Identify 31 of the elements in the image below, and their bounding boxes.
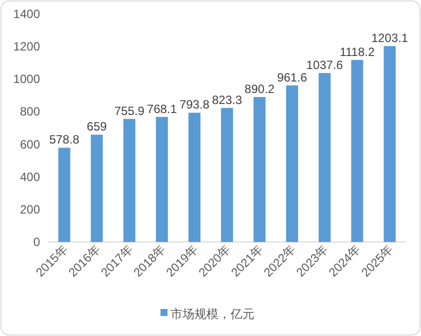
data-label: 961.6: [277, 70, 308, 84]
bar: [188, 112, 200, 242]
data-label: 578.8: [49, 132, 80, 147]
data-label: 768.1: [146, 102, 178, 116]
bar: [351, 60, 364, 242]
bar: [254, 97, 266, 242]
y-tick-label: 0: [33, 235, 40, 249]
y-tick-label: 1200: [13, 40, 40, 54]
y-tick-label: 1400: [13, 7, 40, 21]
data-label: 823.3: [212, 92, 242, 107]
data-label: 1203.1: [371, 31, 408, 46]
y-tick-label: 400: [20, 170, 40, 184]
y-tick-label: 1000: [13, 72, 40, 86]
y-tick-label: 800: [20, 104, 40, 119]
bar: [286, 85, 298, 242]
legend-label: 市场规模，亿元: [170, 307, 254, 321]
bar: [156, 116, 168, 242]
data-label: 1037.6: [306, 58, 344, 72]
data-label: 890.2: [244, 82, 275, 96]
bar: [221, 108, 233, 242]
bar: [123, 118, 136, 242]
bar: [58, 148, 70, 242]
bar: [318, 73, 331, 242]
bar: [384, 46, 396, 242]
y-tick-label: 200: [20, 202, 40, 216]
data-label: 755.9: [114, 104, 145, 118]
y-tick-label: 600: [20, 137, 40, 152]
data-label: 1118.2: [340, 44, 375, 59]
bar: [90, 134, 103, 242]
data-label: 793.8: [179, 98, 210, 112]
data-label: 659: [86, 120, 108, 134]
